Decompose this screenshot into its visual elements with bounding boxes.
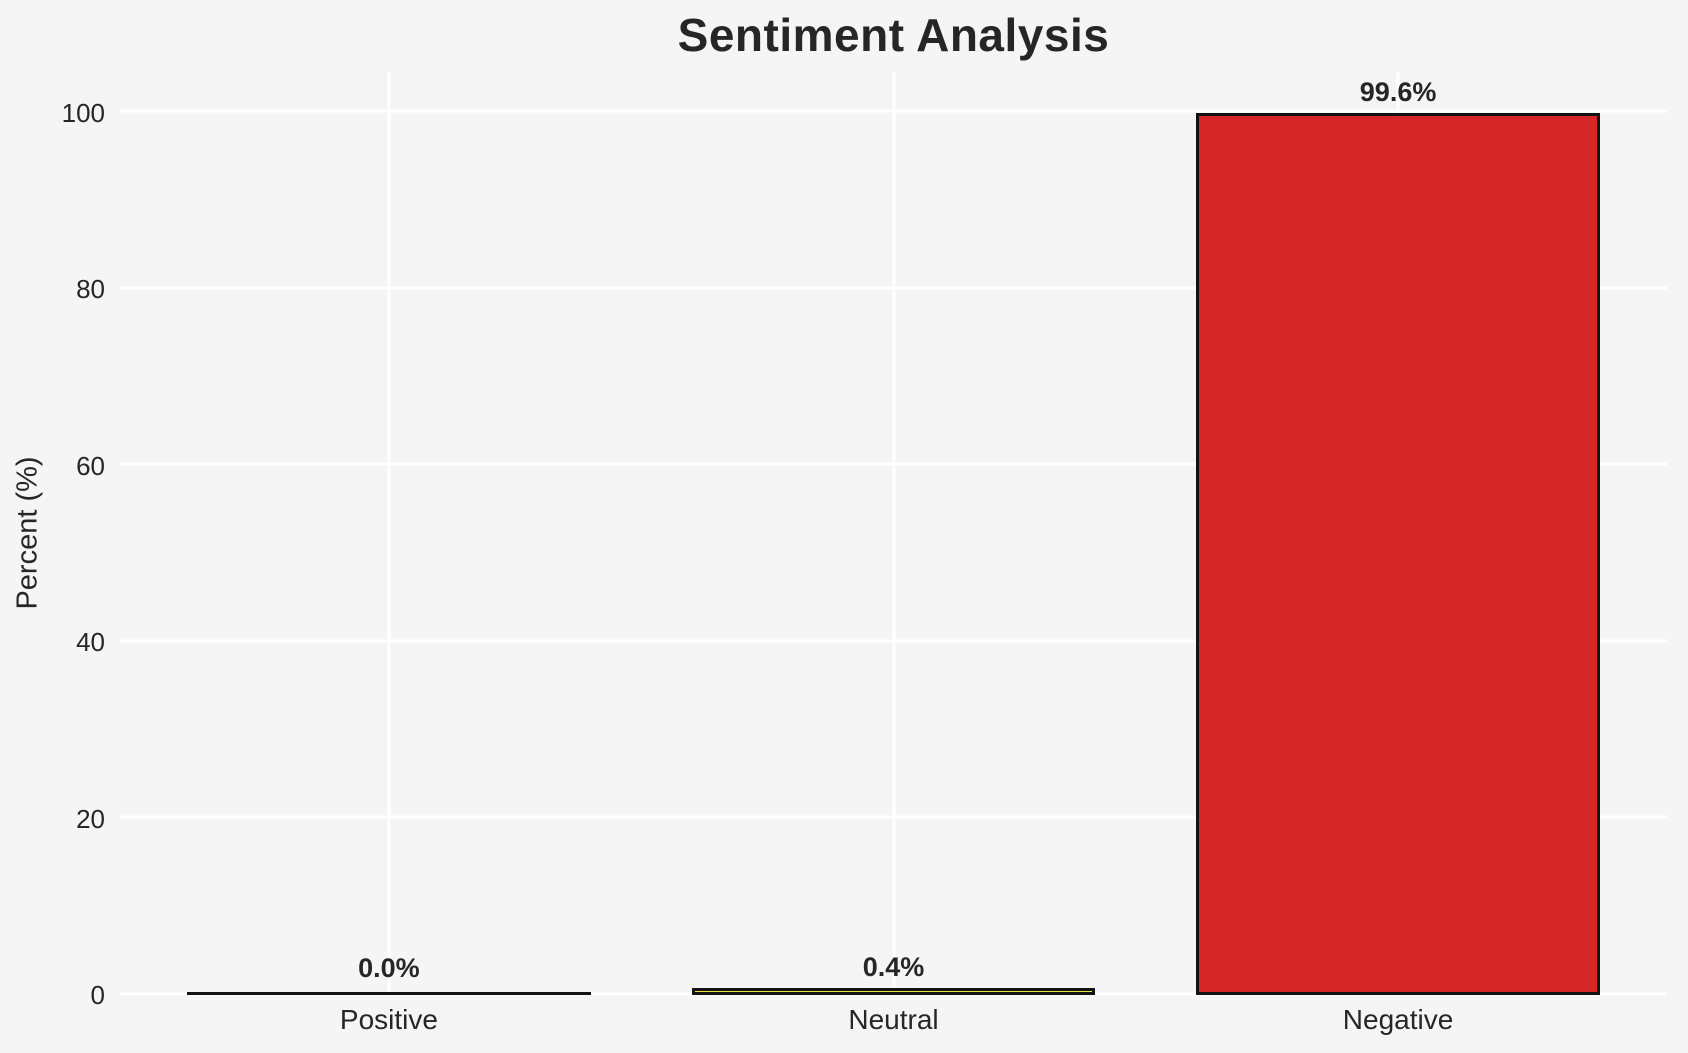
gridline-x-positive — [387, 72, 391, 995]
value-label-negative: 99.6% — [1359, 77, 1437, 108]
ytick-label-0: 0 — [90, 980, 105, 1010]
value-label-neutral: 0.4% — [862, 952, 925, 983]
ytick-label-20: 20 — [76, 803, 105, 834]
ytick-label-100: 100 — [61, 97, 105, 128]
bar-neutral — [691, 988, 1096, 995]
xtick-label-negative: Negative — [1342, 1004, 1454, 1035]
gridline-x-neutral — [892, 72, 895, 995]
ytick-label-40: 40 — [76, 627, 105, 658]
plot-area: 0.0% 0.4% 99.6% — [120, 72, 1667, 995]
ytick-label-80: 80 — [76, 274, 105, 305]
chart-title: Sentiment Analysis — [677, 9, 1110, 61]
ytick-label-60: 60 — [76, 450, 105, 481]
bar-negative — [1196, 113, 1600, 995]
bar-positive — [187, 992, 591, 995]
xtick-label-neutral: Neutral — [848, 1004, 939, 1035]
xtick-label-positive: Positive — [339, 1004, 438, 1035]
y-axis-label: Percent (%) — [11, 456, 44, 610]
value-label-positive: 0.0% — [358, 953, 420, 983]
